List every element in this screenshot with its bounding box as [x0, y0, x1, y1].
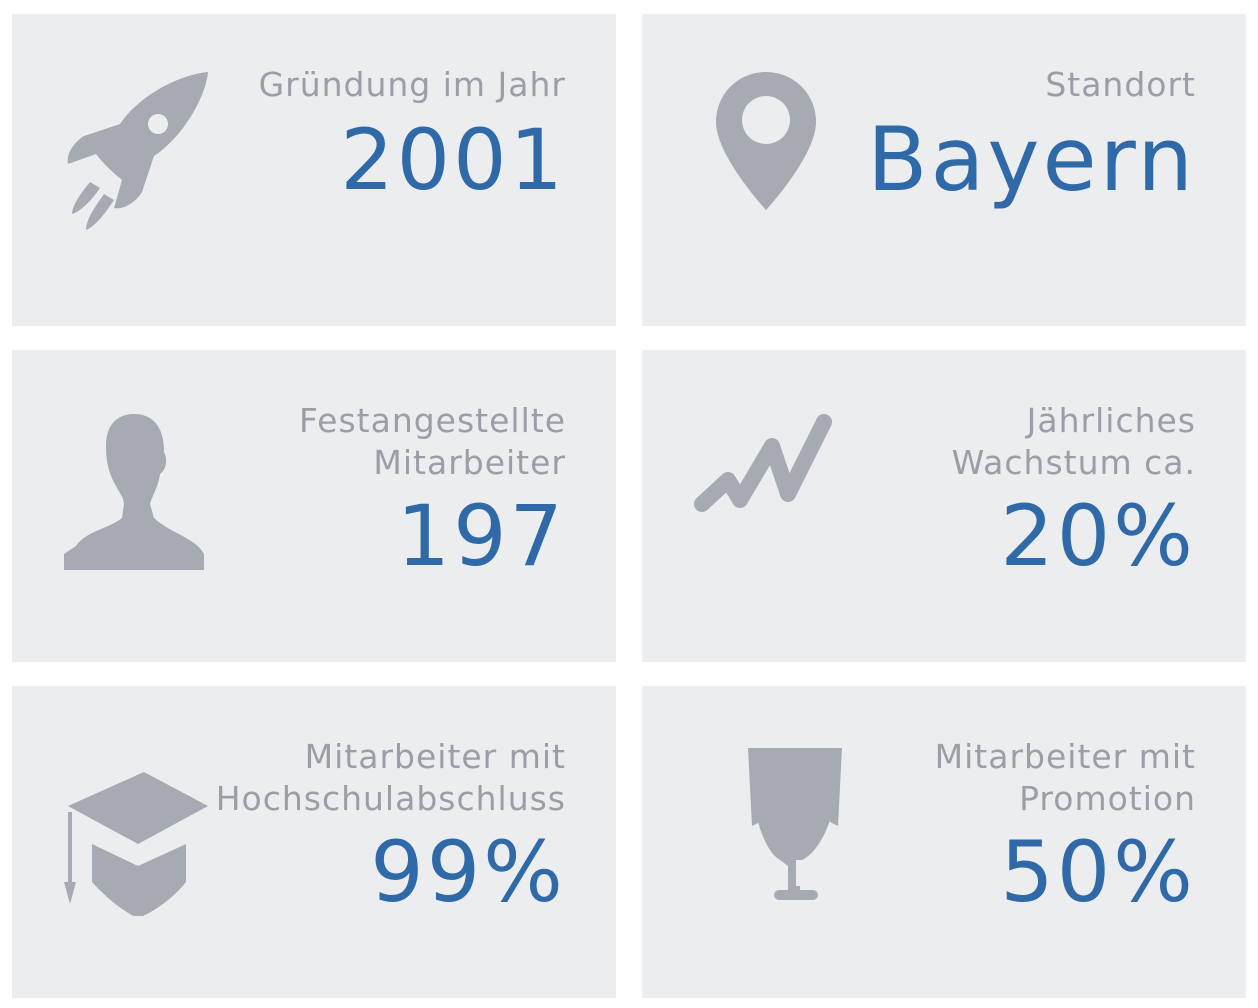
graduates-label-line1: Mitarbeiter mit: [304, 737, 566, 776]
founding-year-value: 2001: [340, 111, 566, 209]
graduates-card: Mitarbeiter mit Hochschulabschluss 99%: [12, 686, 616, 998]
founding-year-label: Gründung im Jahr: [258, 65, 566, 104]
location-label: Standort: [1045, 65, 1196, 104]
map-pin-icon: [692, 64, 852, 244]
graduates-label-line2: Hochschulabschluss: [215, 779, 566, 818]
employees-card: Festangestellte Mitarbeiter 197: [12, 350, 616, 662]
growth-label: Jährliches Wachstum ca.: [952, 400, 1196, 484]
growth-card: Jährliches Wachstum ca. 20%: [642, 350, 1246, 662]
growth-chart-icon: [692, 400, 852, 580]
employees-label-line1: Festangestellte: [298, 401, 566, 440]
founding-year-card: Gründung im Jahr 2001: [12, 14, 616, 326]
doctorate-label-line1: Mitarbeiter mit: [934, 737, 1196, 776]
doctorate-value: 50%: [1000, 823, 1196, 921]
graduates-value: 99%: [370, 823, 566, 921]
location-value: Bayern: [867, 108, 1196, 211]
graduates-label: Mitarbeiter mit Hochschulabschluss: [216, 736, 566, 820]
employees-label-line2: Mitarbeiter: [373, 443, 566, 482]
growth-value: 20%: [1000, 487, 1196, 585]
doctorate-label-line2: Promotion: [1019, 779, 1196, 818]
growth-label-line1: Jährliches: [1026, 401, 1196, 440]
growth-label-line2: Wachstum ca.: [951, 443, 1196, 482]
graduation-cap-icon: [62, 736, 222, 916]
doctorate-label: Mitarbeiter mit Promotion: [935, 736, 1196, 820]
location-card: Standort Bayern: [642, 14, 1246, 326]
person-icon: [62, 400, 222, 580]
employees-label: Festangestellte Mitarbeiter: [299, 400, 566, 484]
employees-value: 197: [396, 487, 566, 585]
rocket-icon: [62, 64, 222, 244]
doctorate-card: Mitarbeiter mit Promotion 50%: [642, 686, 1246, 998]
trophy-icon: [692, 736, 852, 916]
